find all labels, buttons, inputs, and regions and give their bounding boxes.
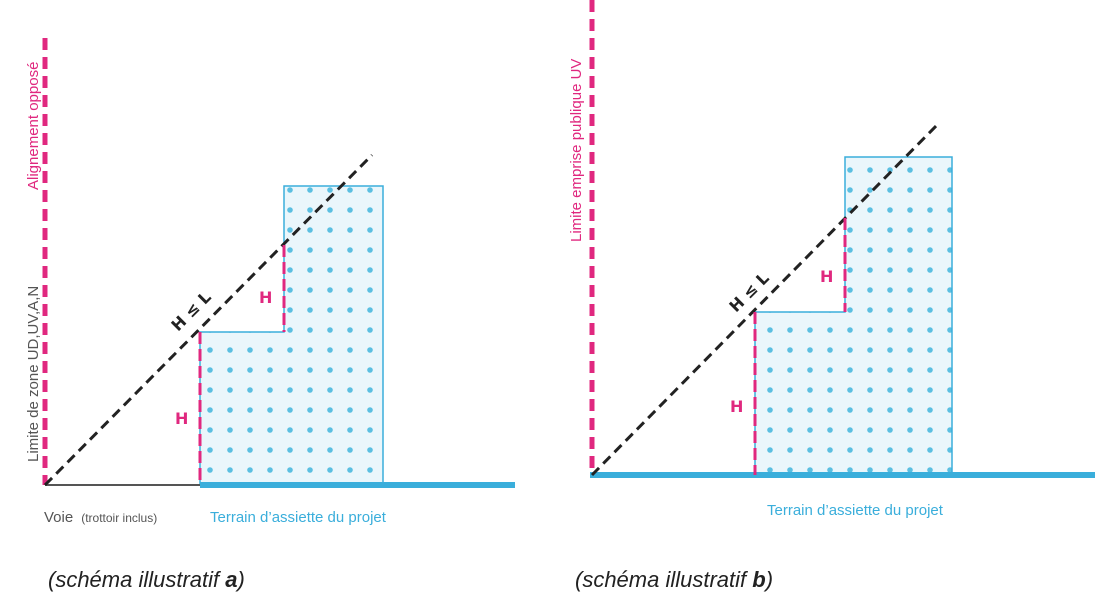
ground-label-a: Terrain d’assiette du projet xyxy=(210,509,387,526)
ratio-label-b: H ≤ L xyxy=(725,268,772,315)
boundary-label-a-bottom: Limite de zone UD,UV,A,N xyxy=(25,286,42,462)
h-lower-label-a: H xyxy=(175,409,188,428)
ratio-label-a: H ≤ L xyxy=(167,287,214,334)
diagram-a: Alignement opposé Limite de zone UD,UV,A… xyxy=(25,38,515,592)
h-upper-label-b: H xyxy=(820,267,833,286)
h-upper-label-a: H xyxy=(259,288,272,307)
angle-line-b xyxy=(590,120,942,477)
building-a-dots xyxy=(199,185,384,486)
caption-a: (schéma illustratif a) xyxy=(48,567,245,592)
boundary-label-b: Limite emprise publique UV xyxy=(568,59,585,242)
ground-label-b: Terrain d’assiette du projet xyxy=(767,502,944,519)
h-lower-label-b: H xyxy=(730,397,743,416)
road-label-a: Voie (trottoir inclus) xyxy=(44,509,157,526)
caption-b: (schéma illustratif b) xyxy=(575,567,773,592)
angle-line-a xyxy=(43,153,374,487)
building-b-dots xyxy=(754,156,953,476)
diagram-b: Limite emprise publique UV H ≤ L H H Ter… xyxy=(568,0,1095,592)
boundary-label-a-top: Alignement opposé xyxy=(25,62,42,190)
